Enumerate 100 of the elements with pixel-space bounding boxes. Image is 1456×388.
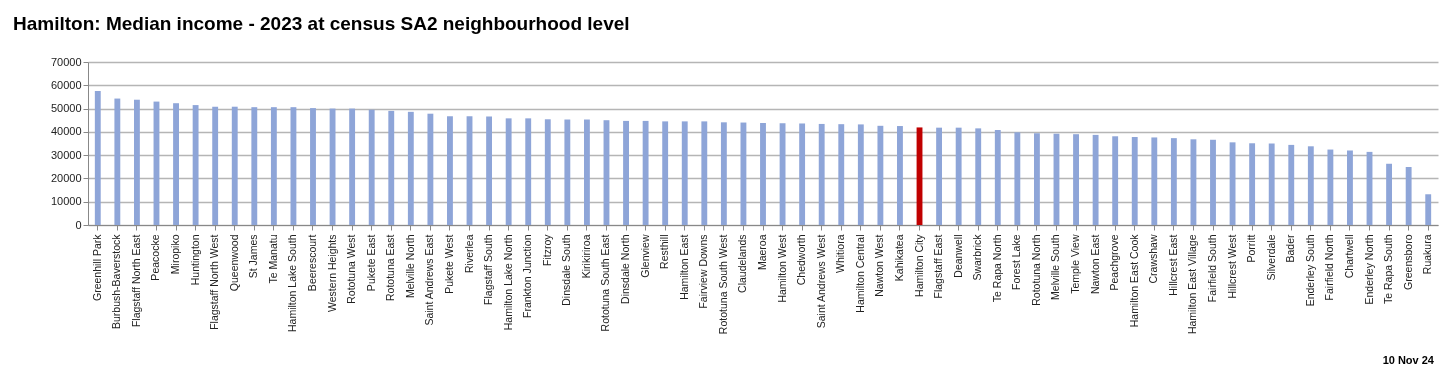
y-tick-label: 10000 [50,195,82,208]
bar [975,128,982,225]
x-tick-label: Flagstaff North West [208,234,221,330]
bar [212,106,219,225]
x-tick-label: Whitiora [834,234,847,274]
y-tick-label: 20000 [50,171,82,184]
x-tick-label: Ruakura [1421,234,1434,275]
x-tick-label: Fairfield North [1323,234,1336,301]
x-tick-label: Te Manatu [266,234,279,284]
bar [1288,144,1295,225]
bar [1307,146,1314,225]
bar [133,99,140,225]
x-tick-label: Te Rapa North [990,234,1003,303]
y-tick-label: 30000 [50,148,82,161]
bar [720,122,727,225]
x-tick-label: Claudelands [736,234,749,293]
x-tick-label: Melville North [403,234,416,299]
x-tick-label: Hamilton Lake South [286,234,299,332]
bar [427,113,434,225]
bar [1073,134,1079,225]
bar [1249,143,1256,225]
bar [368,109,375,225]
bar [173,103,179,225]
bar [1210,139,1216,225]
bar [505,118,512,225]
x-tick-label: Rototuna North [1029,234,1042,306]
x-tick-label: Nawton East [1088,234,1101,295]
x-tick-label: Flagstaff North East [129,234,142,328]
x-tick-label: Peachgrove [1108,234,1121,291]
bar [310,108,316,225]
bar [1405,167,1412,225]
x-tick-label: Fitzroy [540,233,553,266]
y-tick-label: 60000 [50,78,82,91]
x-tick-label: Dinsdale South [560,234,573,306]
bar [701,121,708,225]
x-tick-label: Western Heights [325,234,338,312]
bar [564,119,571,225]
y-tick-label: 0 [75,218,82,231]
x-tick-label: Silverdale [1264,234,1277,281]
x-tick-label: Huntington [188,234,201,286]
bar [1151,137,1158,225]
bar [544,119,551,225]
x-tick-label: Pukete East [364,234,377,292]
x-tick-label: Peacocke [149,234,162,281]
bar [1425,194,1432,225]
bar [1268,143,1275,225]
x-tick-label: Pukete West [442,234,455,294]
bar [349,108,356,225]
x-tick-label: Hillcrest East [1166,234,1179,296]
bar [760,123,766,225]
x-tick-label: Riverlea [462,234,475,274]
x-tick-label: Rototuna South West [716,234,729,335]
bar [662,121,669,225]
x-tick-label: Te Rapa South [1382,234,1395,304]
bar [642,120,649,225]
x-tick-label: Chedworth [795,234,808,286]
x-tick-label: Chartwell [1342,234,1355,279]
bar [251,107,258,225]
bar [1170,138,1177,225]
bar [192,105,199,225]
x-tick-label: Hamilton East [677,234,690,300]
bar [681,121,688,225]
bar [486,116,493,225]
bar [623,120,629,225]
x-tick-label: Queenwood [227,234,240,292]
bar [779,123,786,225]
x-tick-label: Crawshaw [1147,234,1160,284]
bar [857,124,864,225]
text: 10 Nov 24 [1382,354,1434,366]
bar [877,125,884,225]
x-tick-label: Rototuna East [384,234,397,302]
x-tick-label: Deanwell [951,234,964,278]
x-tick-label: St James [247,234,260,279]
y-tick-label: 50000 [50,102,82,115]
y-tick-label: 40000 [50,125,82,138]
x-tick-label: Fairfield South [1206,234,1218,303]
x-tick-label: Dinsdale North [619,234,632,304]
x-tick-label: Hamilton East Village [1186,234,1199,335]
bar [897,126,903,225]
bar [1347,150,1353,225]
x-tick-label: Hamilton Central [853,234,866,313]
x-tick-label: Enderley North [1362,234,1375,305]
x-tick-label: Hamilton Lake North [501,234,514,331]
bar [114,98,121,225]
x-tick-label: Swarbrick [971,233,984,281]
x-tick-label: Bader [1284,234,1297,263]
bar [94,91,101,225]
x-tick-label: Flagstaff East [932,234,945,299]
x-tick-label: Flagstaff South [482,234,495,305]
x-tick-label: Rototuna South East [599,234,612,332]
x-tick-label: Porritt [1245,234,1258,263]
x-tick-label: Rototuna West [345,234,358,304]
bar [525,118,532,225]
bar [1092,134,1099,225]
x-tick-label: Glenview [638,234,651,278]
bar [1327,149,1334,225]
x-tick-label: Miropiko [169,234,182,275]
bar [270,107,277,225]
x-tick-label: Fairview Downs [697,234,710,309]
bar [583,119,590,225]
